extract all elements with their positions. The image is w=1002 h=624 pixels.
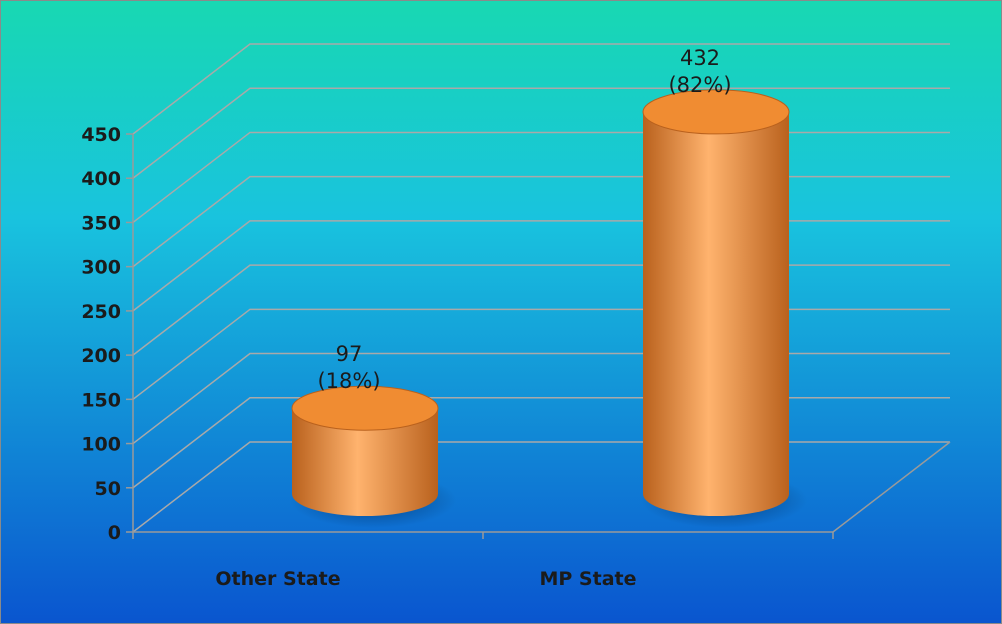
data-label-percent: (82%): [668, 73, 731, 97]
y-tick-label: 300: [81, 257, 121, 279]
y-tick-label: 150: [81, 389, 121, 411]
y-tick-label: 450: [81, 124, 121, 146]
y-tick-label: 250: [81, 301, 121, 323]
bar-top: [291, 385, 439, 431]
data-label-percent: (18%): [317, 369, 380, 393]
data-labels: 97 (18%) 432 (82%): [317, 46, 731, 393]
y-tick-label: 400: [81, 168, 121, 190]
y-tick-label: 200: [81, 345, 121, 367]
x-tick-label: Other State: [215, 568, 340, 590]
axes: [126, 133, 951, 539]
y-tick-label: 50: [95, 478, 121, 500]
data-label-value: 97: [336, 342, 363, 366]
bar-other-state: [290, 385, 456, 528]
x-axis-category-labels: Other State MP State: [215, 568, 636, 590]
y-tick-label: 0: [108, 522, 121, 544]
bar-top: [642, 89, 790, 135]
y-axis-tick-labels: 0 50 100 150 200 250 300 350 400 450: [81, 124, 121, 544]
gridline-400: [132, 87, 950, 179]
x-tick-label: MP State: [539, 568, 636, 590]
bar-mp-state: [641, 89, 807, 528]
bar-body: [292, 408, 438, 516]
gridline-450: [132, 43, 950, 135]
bars: [290, 89, 807, 528]
y-tick-label: 100: [81, 434, 121, 456]
data-label-value: 432: [680, 46, 720, 70]
y-tick-label: 350: [81, 212, 121, 234]
bar-body: [643, 111, 789, 517]
